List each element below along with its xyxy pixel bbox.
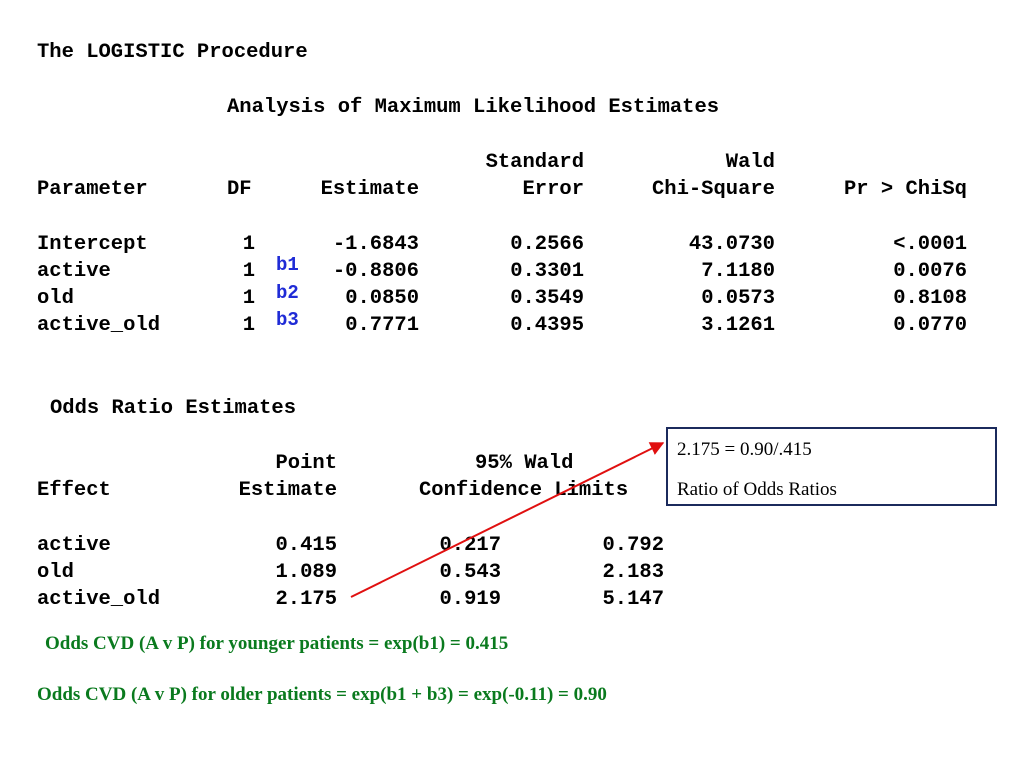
procedure-title: The LOGISTIC Procedure xyxy=(37,41,308,64)
row-df: 1 xyxy=(242,287,255,310)
younger-odds-note: Odds CVD (A v P) for younger patients = … xyxy=(45,633,509,654)
row-effect: old xyxy=(37,561,74,584)
row-df: 1 xyxy=(242,233,255,256)
header-point-top: Point xyxy=(275,452,337,475)
row-chisq: 43.0730 xyxy=(688,233,775,256)
row-effect: active xyxy=(37,534,111,557)
row-effect: active_old xyxy=(37,588,161,611)
row-p: <.0001 xyxy=(893,233,967,256)
row-point: 0.415 xyxy=(275,534,337,557)
header-ci-top: 95% Wald xyxy=(475,452,574,475)
row-chisq: 0.0573 xyxy=(701,287,775,310)
row-p: 0.8108 xyxy=(893,287,967,310)
row-se: 0.3301 xyxy=(510,260,584,283)
ratio-note-line1: 2.175 = 0.90/.415 xyxy=(677,439,812,460)
row-se: 0.3549 xyxy=(510,287,584,310)
header-p: Pr > ChiSq xyxy=(843,178,967,201)
row-lower: 0.543 xyxy=(439,561,501,584)
row-chisq: 7.1180 xyxy=(701,260,775,283)
row-lower: 0.217 xyxy=(439,534,501,557)
row-df: 1 xyxy=(242,314,255,337)
row-point: 2.175 xyxy=(275,588,337,611)
header-point-bottom: Estimate xyxy=(238,479,337,502)
row-se: 0.4395 xyxy=(510,314,584,337)
row-point: 1.089 xyxy=(275,561,337,584)
odds-title: Odds Ratio Estimates xyxy=(50,397,297,420)
mle-title: Analysis of Maximum Likelihood Estimates xyxy=(227,96,720,119)
row-upper: 5.147 xyxy=(602,588,664,611)
header-ci-bottom: Confidence Limits xyxy=(419,479,629,502)
row-estimate: 0.7771 xyxy=(345,314,419,337)
row-upper: 2.183 xyxy=(602,561,664,584)
row-upper: 0.792 xyxy=(602,534,664,557)
header-parameter: Parameter xyxy=(37,178,148,201)
row-se: 0.2566 xyxy=(510,233,584,256)
row-parameter: Intercept xyxy=(37,233,148,256)
row-df: 1 xyxy=(242,260,255,283)
header-se-bottom: Error xyxy=(522,178,584,201)
header-se-top: Standard xyxy=(485,151,584,174)
ratio-note-box: 2.175 = 0.90/.415 Ratio of Odds Ratios xyxy=(666,427,997,506)
older-odds-note: Odds CVD (A v P) for older patients = ex… xyxy=(37,684,607,705)
coef-tag-b1: b1 xyxy=(276,254,299,276)
coef-tag-b2: b2 xyxy=(276,282,299,304)
row-lower: 0.919 xyxy=(439,588,501,611)
row-parameter: old xyxy=(37,287,74,310)
row-estimate: -0.8806 xyxy=(332,260,419,283)
row-parameter: active xyxy=(37,260,111,283)
row-p: 0.0076 xyxy=(893,260,967,283)
header-effect: Effect xyxy=(37,479,111,502)
header-wald-bottom: Chi-Square xyxy=(651,178,775,201)
coef-tag-b3: b3 xyxy=(276,309,299,331)
row-chisq: 3.1261 xyxy=(701,314,775,337)
row-parameter: active_old xyxy=(37,314,161,337)
row-p: 0.0770 xyxy=(893,314,967,337)
header-estimate: Estimate xyxy=(320,178,419,201)
row-estimate: 0.0850 xyxy=(345,287,419,310)
ratio-note-line2: Ratio of Odds Ratios xyxy=(677,479,837,500)
header-df: DF xyxy=(227,178,252,201)
header-wald-top: Wald xyxy=(725,151,775,174)
row-estimate: -1.6843 xyxy=(332,233,419,256)
